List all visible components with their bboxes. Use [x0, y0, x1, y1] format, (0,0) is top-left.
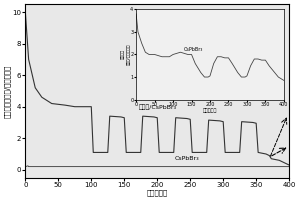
X-axis label: 时间（秒）: 时间（秒） — [147, 189, 168, 196]
Text: 聚苯胺/CsPbBr₃: 聚苯胺/CsPbBr₃ — [138, 104, 176, 110]
Text: CsPbBr₃: CsPbBr₃ — [175, 156, 199, 161]
Y-axis label: 电流密度（微安/立方厘米）: 电流密度（微安/立方厘米） — [4, 64, 11, 118]
